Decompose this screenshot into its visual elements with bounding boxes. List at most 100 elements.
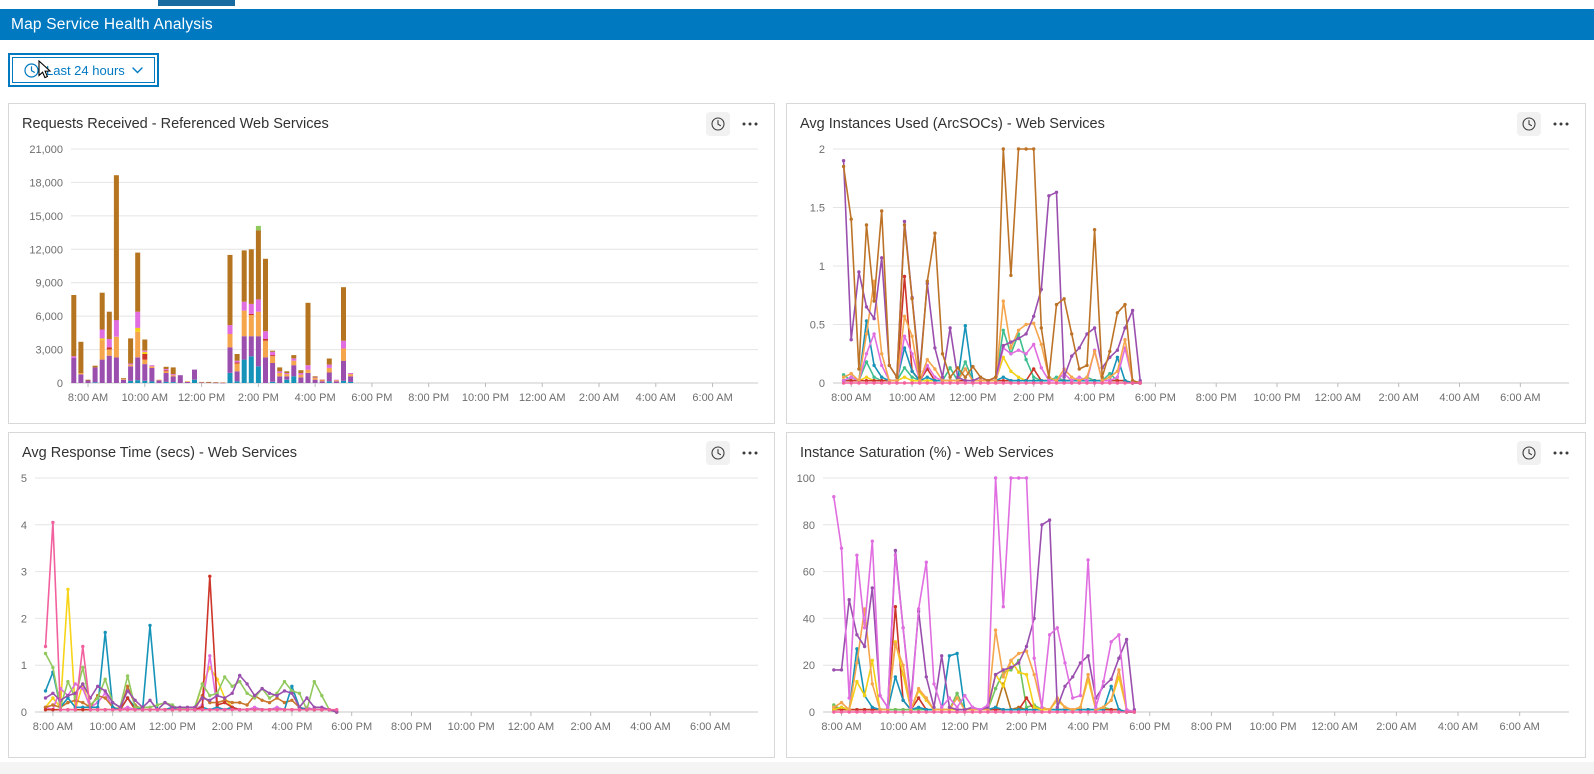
svg-text:100: 100 xyxy=(797,473,815,485)
svg-text:10:00 PM: 10:00 PM xyxy=(448,721,495,733)
svg-text:0: 0 xyxy=(21,707,27,719)
svg-text:4:00 AM: 4:00 AM xyxy=(636,392,676,404)
svg-text:10:00 AM: 10:00 AM xyxy=(89,721,135,733)
svg-text:8:00 PM: 8:00 PM xyxy=(1196,392,1237,404)
svg-text:6:00 AM: 6:00 AM xyxy=(690,721,730,733)
svg-text:8:00 PM: 8:00 PM xyxy=(1191,721,1232,733)
svg-text:6,000: 6,000 xyxy=(35,311,63,323)
clock-icon xyxy=(24,62,39,78)
svg-text:9,000: 9,000 xyxy=(35,278,63,290)
svg-text:12:00 AM: 12:00 AM xyxy=(508,721,554,733)
svg-text:15,000: 15,000 xyxy=(29,211,63,223)
panel-header: Avg Response Time (secs) - Web Services xyxy=(9,433,774,466)
svg-text:8:00 AM: 8:00 AM xyxy=(821,721,861,733)
panel-options-button[interactable] xyxy=(1549,441,1573,465)
chart-requests-received[interactable]: 0 3,000 6,000 9,000 12,000 15,000 18,000 21,000… xyxy=(9,137,772,419)
chevron-down-icon xyxy=(132,66,143,73)
svg-text:60: 60 xyxy=(803,567,815,579)
ellipsis-icon xyxy=(742,122,758,126)
svg-text:4:00 PM: 4:00 PM xyxy=(295,392,336,404)
mouse-cursor xyxy=(38,60,52,79)
ellipsis-icon xyxy=(1553,451,1569,455)
page-bottom-gutter xyxy=(0,762,1594,774)
panel-avg-response-time: Avg Response Time (secs) - Web Services … xyxy=(8,432,775,758)
panel-time-icon-button[interactable] xyxy=(1517,441,1541,465)
svg-text:1: 1 xyxy=(819,261,825,273)
svg-text:12,000: 12,000 xyxy=(29,244,63,256)
svg-text:10:00 PM: 10:00 PM xyxy=(1250,721,1297,733)
svg-text:2:00 PM: 2:00 PM xyxy=(238,392,279,404)
svg-text:21,000: 21,000 xyxy=(29,144,63,156)
svg-text:6:00 PM: 6:00 PM xyxy=(351,392,392,404)
svg-text:10:00 AM: 10:00 AM xyxy=(889,392,935,404)
svg-text:6:00 AM: 6:00 AM xyxy=(692,392,732,404)
svg-text:0: 0 xyxy=(809,707,815,719)
svg-text:10:00 PM: 10:00 PM xyxy=(462,392,509,404)
clock-icon xyxy=(711,117,725,131)
svg-text:2:00 AM: 2:00 AM xyxy=(1379,392,1419,404)
svg-text:12:00 AM: 12:00 AM xyxy=(1311,721,1357,733)
svg-text:1: 1 xyxy=(21,660,27,672)
clock-icon xyxy=(1522,117,1536,131)
svg-text:8:00 PM: 8:00 PM xyxy=(408,392,449,404)
panel-title: Avg Instances Used (ArcSOCs) - Web Servi… xyxy=(800,116,1105,132)
svg-text:8:00 AM: 8:00 AM xyxy=(33,721,73,733)
panel-header: Requests Received - Referenced Web Servi… xyxy=(9,104,774,137)
svg-text:10:00 AM: 10:00 AM xyxy=(122,392,168,404)
clock-icon xyxy=(1522,446,1536,460)
ellipsis-icon xyxy=(1553,122,1569,126)
svg-text:8:00 PM: 8:00 PM xyxy=(391,721,432,733)
svg-text:2:00 PM: 2:00 PM xyxy=(1013,392,1054,404)
svg-text:12:00 PM: 12:00 PM xyxy=(949,392,996,404)
svg-text:2:00 AM: 2:00 AM xyxy=(571,721,611,733)
svg-text:1.5: 1.5 xyxy=(810,203,825,215)
chart-avg-instances-used[interactable]: 0 0.5 1 1.5 2 8:00 AM 10:00 AM 12:00 PM 2:00 PM 4… xyxy=(787,137,1583,419)
panel-options-button[interactable] xyxy=(1549,112,1573,136)
panel-title: Avg Response Time (secs) - Web Services xyxy=(22,445,298,461)
panel-time-icon-button[interactable] xyxy=(706,112,730,136)
time-range-label: Last 24 hours xyxy=(46,62,125,78)
svg-text:4:00 PM: 4:00 PM xyxy=(271,721,312,733)
svg-text:2: 2 xyxy=(819,144,825,156)
svg-text:0: 0 xyxy=(819,378,825,390)
panel-header: Avg Instances Used (ArcSOCs) - Web Servi… xyxy=(787,104,1585,137)
time-range-button[interactable]: Last 24 hours xyxy=(8,53,159,87)
chart-avg-response-time[interactable]: 0 1 2 3 4 5 8:00 AM 10:00 AM 12:00 PM 2:00 PM 4:00… xyxy=(9,466,772,752)
svg-text:40: 40 xyxy=(803,613,815,625)
panel-header: Instance Saturation (%) - Web Services xyxy=(787,433,1585,466)
svg-text:4:00 PM: 4:00 PM xyxy=(1074,392,1115,404)
svg-text:2:00 AM: 2:00 AM xyxy=(1376,721,1416,733)
svg-text:2:00 PM: 2:00 PM xyxy=(1006,721,1047,733)
svg-text:6:00 PM: 6:00 PM xyxy=(1135,392,1176,404)
svg-text:4:00 PM: 4:00 PM xyxy=(1068,721,1109,733)
panel-options-button[interactable] xyxy=(738,112,762,136)
svg-text:10:00 AM: 10:00 AM xyxy=(880,721,926,733)
svg-text:2:00 PM: 2:00 PM xyxy=(212,721,253,733)
svg-text:12:00 PM: 12:00 PM xyxy=(178,392,225,404)
svg-text:6:00 PM: 6:00 PM xyxy=(1129,721,1170,733)
panel-title: Instance Saturation (%) - Web Services xyxy=(800,445,1054,461)
svg-text:3: 3 xyxy=(21,567,27,579)
svg-text:8:00 AM: 8:00 AM xyxy=(831,392,871,404)
panel-time-icon-button[interactable] xyxy=(706,441,730,465)
panel-options-button[interactable] xyxy=(738,441,762,465)
svg-text:4: 4 xyxy=(21,520,27,532)
svg-text:4:00 AM: 4:00 AM xyxy=(1438,721,1478,733)
svg-text:2: 2 xyxy=(21,613,27,625)
svg-text:18,000: 18,000 xyxy=(29,177,63,189)
svg-text:0: 0 xyxy=(57,378,63,390)
svg-text:4:00 AM: 4:00 AM xyxy=(1439,392,1479,404)
svg-text:12:00 AM: 12:00 AM xyxy=(519,392,565,404)
svg-text:0.5: 0.5 xyxy=(810,320,825,332)
svg-text:80: 80 xyxy=(803,520,815,532)
panel-time-icon-button[interactable] xyxy=(1517,112,1541,136)
panel-title: Requests Received - Referenced Web Servi… xyxy=(22,116,329,132)
chart-instance-saturation[interactable]: 0 20 40 60 80 100 8:00 AM 10:00 AM 12:00 PM 2:00 … xyxy=(787,466,1583,752)
svg-text:5: 5 xyxy=(21,473,27,485)
app-header: Map Service Health Analysis xyxy=(0,9,1594,40)
clock-icon xyxy=(711,446,725,460)
panel-requests-received: Requests Received - Referenced Web Servi… xyxy=(8,103,775,424)
svg-text:8:00 AM: 8:00 AM xyxy=(68,392,108,404)
svg-text:2:00 AM: 2:00 AM xyxy=(579,392,619,404)
